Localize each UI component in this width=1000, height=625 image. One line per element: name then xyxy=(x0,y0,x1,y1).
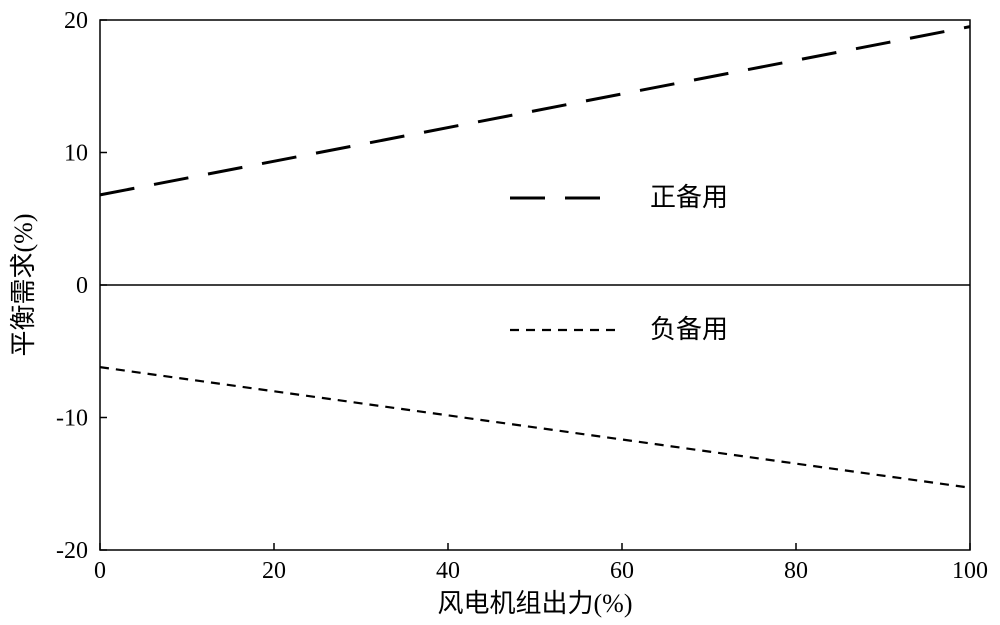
x-tick-label: 40 xyxy=(436,558,460,584)
x-axis-label: 风电机组出力(%) xyxy=(438,589,633,618)
y-tick-label: 10 xyxy=(64,141,88,167)
y-tick-label: 20 xyxy=(64,8,88,34)
series-positive-reserve xyxy=(100,27,970,195)
series-negative-reserve xyxy=(100,367,970,488)
x-tick-label: 60 xyxy=(610,558,634,584)
chart-container: 0 20 40 60 80 100 -20 -10 0 10 20 正备用负备用风电机组出力(%) 平衡… xyxy=(0,0,1000,625)
x-tick-label: 20 xyxy=(262,558,286,584)
legend-label-negative-reserve: 负备用 xyxy=(650,315,728,344)
x-tick-label: 80 xyxy=(784,558,808,584)
x-tick-label: 0 xyxy=(94,558,106,584)
y-tick-label: -10 xyxy=(56,406,88,432)
y-tick-label: -20 xyxy=(56,538,88,564)
line-chart: 0 20 40 60 80 100 -20 -10 0 10 20 正备用负备用风电机组出力(%) 平衡… xyxy=(0,0,1000,625)
legend-label-positive-reserve: 正备用 xyxy=(650,183,728,212)
y-tick-label: 0 xyxy=(76,273,88,299)
x-tick-label: 100 xyxy=(952,558,988,584)
y-axis-label: 平衡需求(%) xyxy=(9,214,38,357)
